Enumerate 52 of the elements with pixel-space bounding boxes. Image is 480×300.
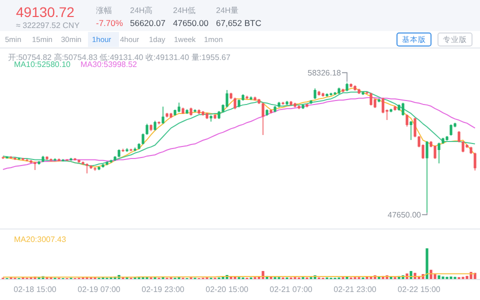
text: 24H高 [130,6,153,15]
text: ≈ 322297.52 CNY [16,21,80,30]
text: MA10:52580.10 [14,60,72,69]
x-tick-label: 02-21 07:00 [270,285,313,294]
x-tick-label: 02-19 23:00 [142,285,185,294]
text: 49130.72 [16,4,75,20]
bar [474,272,476,279]
text: MA30:53998.52 [80,60,138,69]
candlestick [142,133,144,145]
candlestick [86,162,88,174]
candlestick [234,97,236,110]
candlestick [406,114,408,128]
candlestick [434,144,436,160]
text: 67,652 BTC [216,18,262,28]
candlestick [438,142,440,164]
x-tick-label: 02-22 15:00 [398,285,441,294]
candlestick [410,120,412,140]
bar [466,276,468,279]
candlestick [426,140,428,214]
candlestick [474,152,476,171]
candlestick [414,117,416,138]
x-tick-label: 02-20 15:00 [206,285,249,294]
bar [426,248,428,279]
text: 24H量 [216,6,239,15]
bar [434,274,436,279]
candlestick [178,102,180,113]
text: 47650.00 [173,18,209,28]
candlestick [226,90,228,108]
candlestick [402,102,404,116]
x-tick-label: 02-19 07:00 [78,285,121,294]
candlestick [314,88,316,100]
text: 58326.18 [308,68,342,78]
bar [438,275,440,279]
candlestick [370,92,372,106]
text: 涨幅 [96,6,112,15]
candlestick [154,120,156,131]
annotation: 47650.00 [388,210,422,220]
candlestick [34,162,36,170]
text: 开:50754.82 高:50754.83 低:49131.40 收:49131.40 量:1955.67 [8,53,231,62]
text: 56620.07 [130,18,166,28]
candlestick [382,97,384,114]
x-tick-label: 02-18 15:00 [14,285,57,294]
candlestick [262,102,264,136]
candlestick [162,106,164,124]
text: MA20:3007.43 [14,235,67,244]
text: -7.70% [96,18,124,28]
x-tick-label: 02-21 23:00 [334,285,377,294]
candlestick [450,124,452,136]
candlestick [458,130,460,143]
candlestick [146,123,148,136]
candlestick [462,140,464,153]
text: 24H低 [173,6,196,15]
